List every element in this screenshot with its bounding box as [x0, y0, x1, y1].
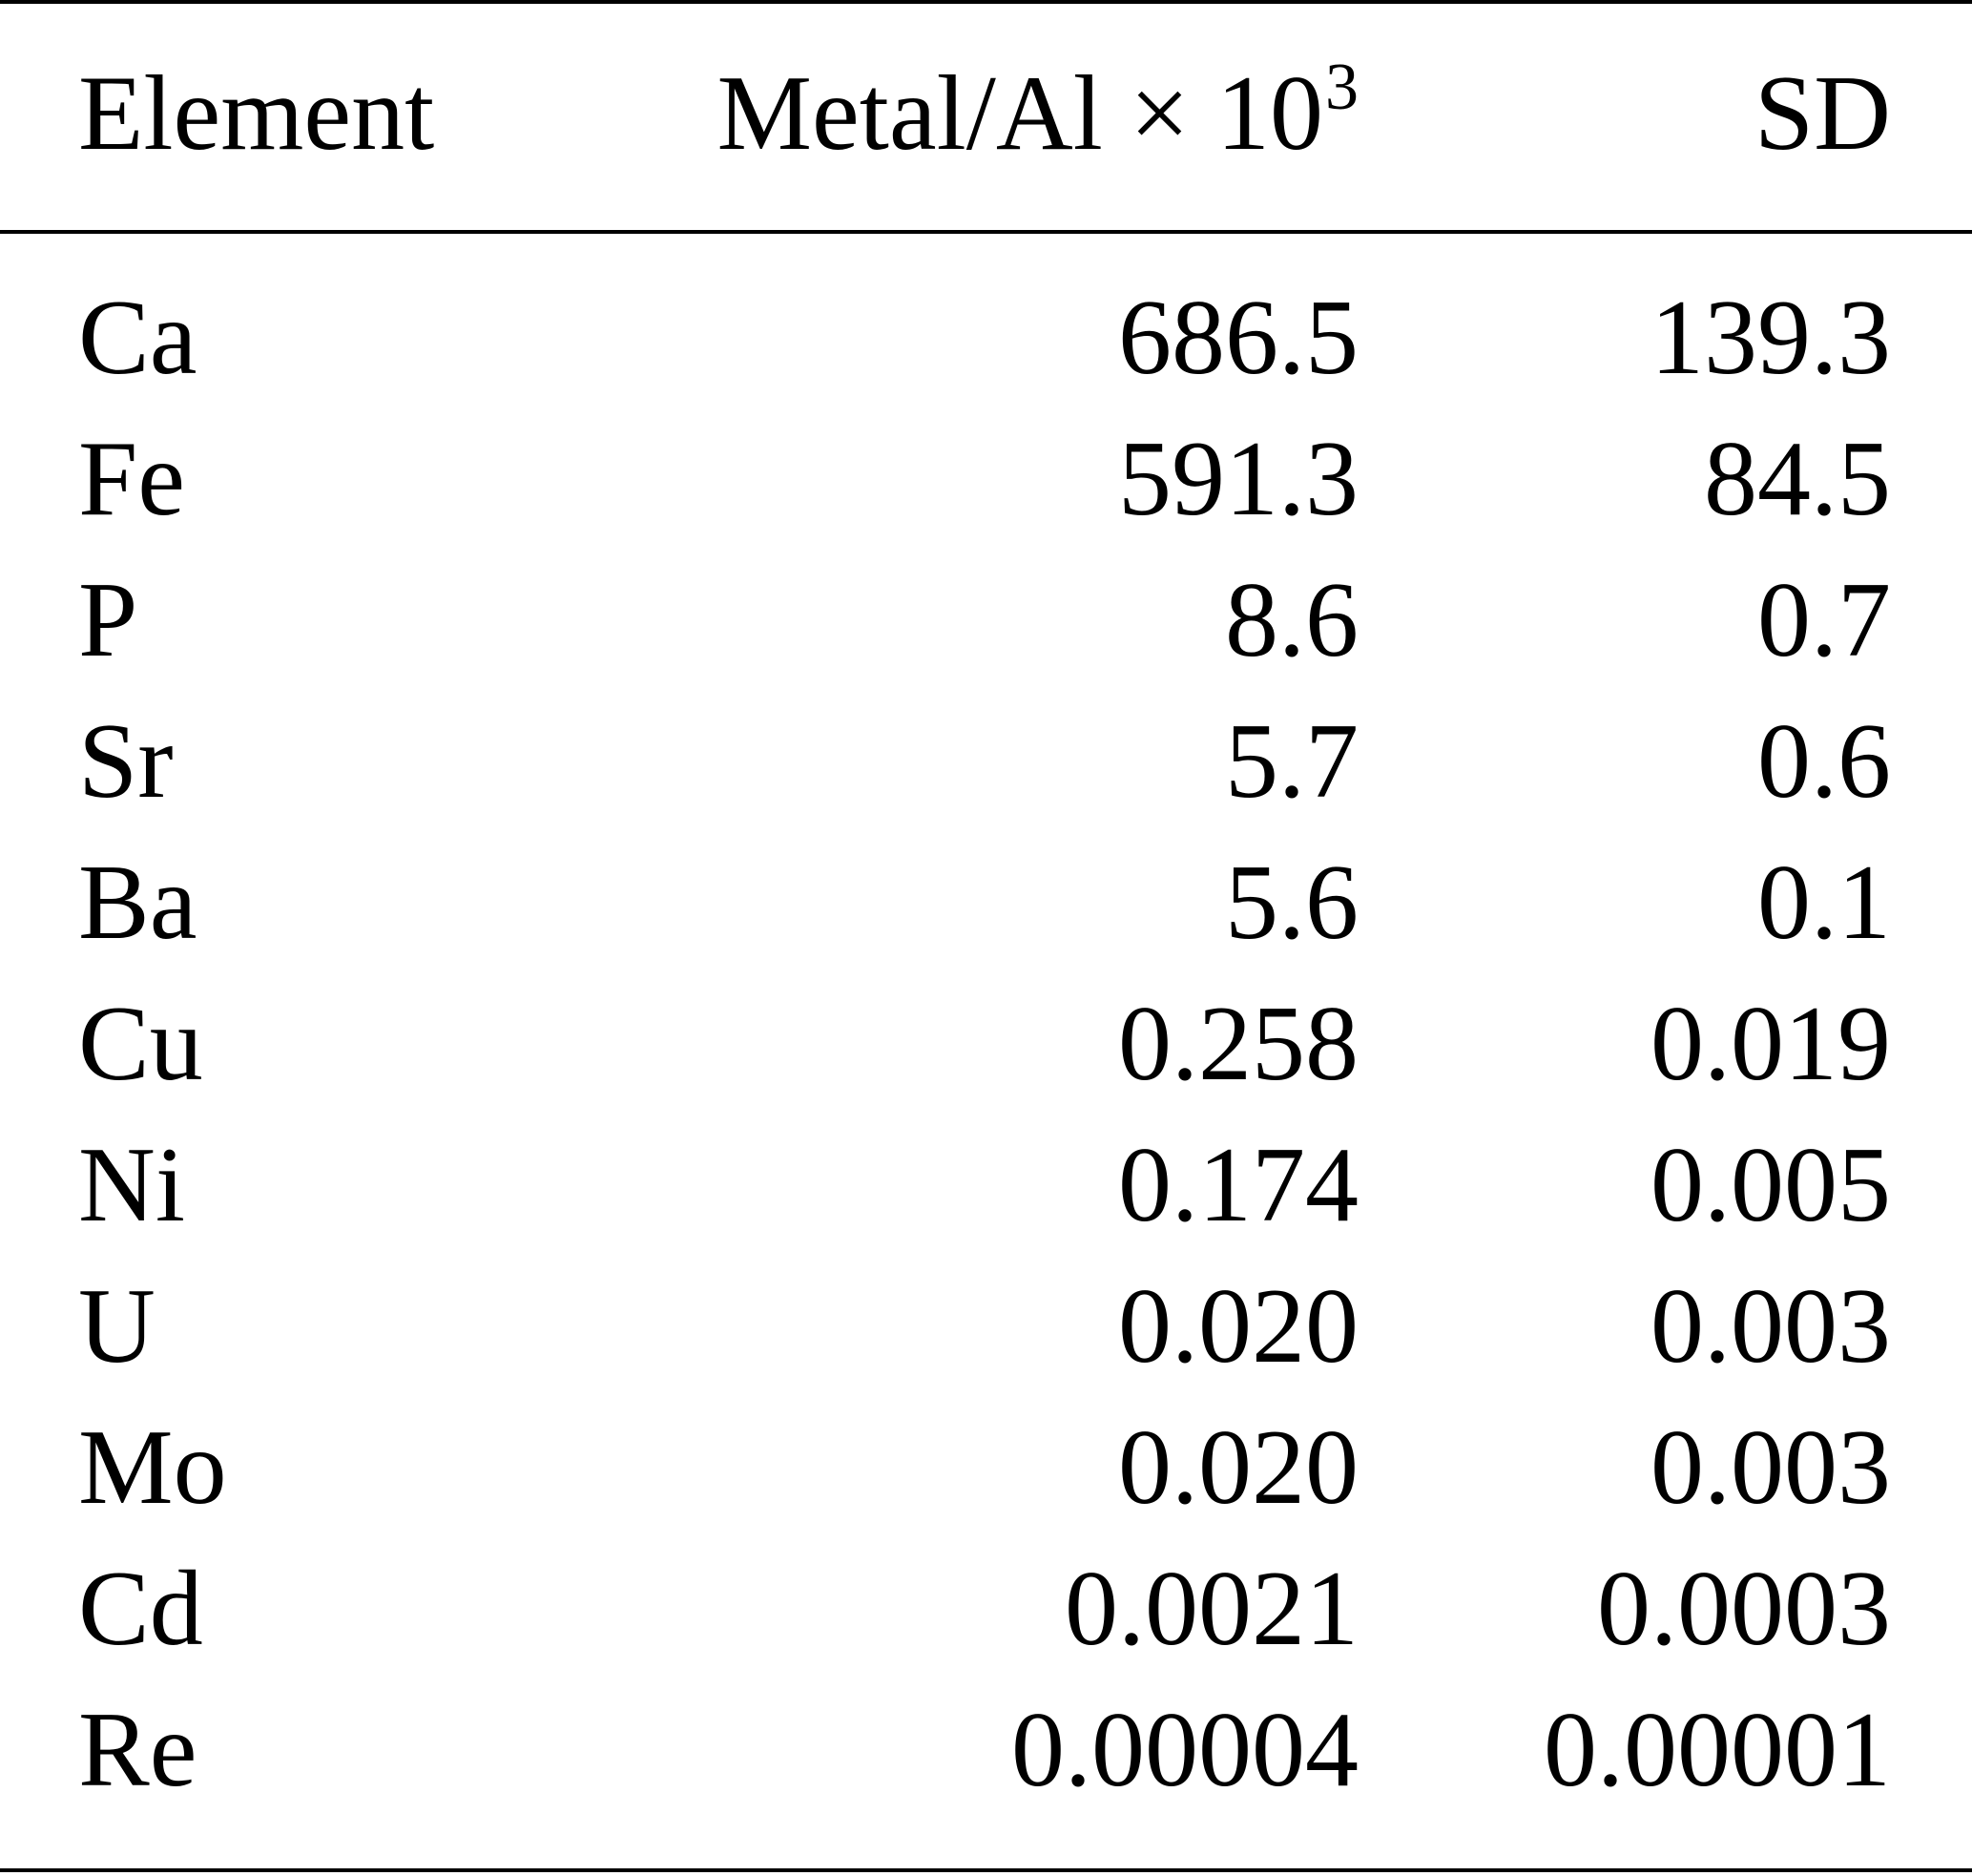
cell-sd: 84.5 — [1704, 420, 1891, 538]
table-bottom-rule — [0, 1868, 1972, 1872]
cell-sd: 0.00001 — [1544, 1691, 1891, 1809]
cell-metal-al-ratio: 5.6 — [1225, 844, 1359, 962]
table-row: Ca 686.5 139.3 — [0, 267, 1972, 408]
cell-element: Fe — [78, 420, 185, 538]
cell-metal-al-ratio: 0.020 — [1118, 1267, 1359, 1386]
cell-sd: 0.003 — [1650, 1267, 1891, 1386]
cell-element: Ba — [78, 844, 197, 962]
cell-sd: 0.019 — [1650, 985, 1891, 1103]
header-ratio-exponent: 3 — [1325, 51, 1359, 124]
cell-element: Cu — [78, 985, 203, 1103]
table-row: Re 0.00004 0.00001 — [0, 1679, 1972, 1821]
cell-metal-al-ratio: 0.258 — [1118, 985, 1359, 1103]
cell-sd: 0.6 — [1757, 702, 1891, 821]
header-sd: SD — [1754, 54, 1891, 173]
cell-metal-al-ratio: 0.020 — [1118, 1408, 1359, 1527]
cell-metal-al-ratio: 0.174 — [1118, 1126, 1359, 1244]
table-row: Mo 0.020 0.003 — [0, 1397, 1972, 1538]
cell-sd: 0.1 — [1757, 844, 1891, 962]
cell-sd: 0.7 — [1757, 561, 1891, 679]
cell-sd: 0.003 — [1650, 1408, 1891, 1527]
cell-element: Cd — [78, 1550, 203, 1668]
table-header-row: Element Metal/Al × 103 SD — [0, 43, 1972, 184]
cell-sd: 0.0003 — [1597, 1550, 1891, 1668]
cell-element: Mo — [78, 1408, 227, 1527]
cell-element: U — [78, 1267, 156, 1386]
table-row: Cu 0.258 0.019 — [0, 973, 1972, 1115]
cell-element: Ca — [78, 279, 197, 397]
table-row: Ni 0.174 0.005 — [0, 1115, 1972, 1256]
cell-element: Ni — [78, 1126, 185, 1244]
cell-element: Sr — [78, 702, 174, 821]
table-row: Cd 0.0021 0.0003 — [0, 1538, 1972, 1679]
cell-sd: 0.005 — [1650, 1126, 1891, 1244]
cell-metal-al-ratio: 591.3 — [1118, 420, 1359, 538]
header-ratio-base: Metal/Al × 10 — [716, 54, 1323, 173]
cell-element: Re — [78, 1691, 197, 1809]
table-header-rule — [0, 230, 1972, 234]
cell-metal-al-ratio: 8.6 — [1225, 561, 1359, 679]
table-row: Ba 5.6 0.1 — [0, 832, 1972, 973]
cell-element: P — [78, 561, 138, 679]
cell-metal-al-ratio: 0.00004 — [1011, 1691, 1359, 1809]
header-metal-al-ratio: Metal/Al × 103 — [716, 43, 1359, 184]
table-row: Fe 591.3 84.5 — [0, 408, 1972, 550]
table-row: Sr 5.7 0.6 — [0, 691, 1972, 832]
cell-metal-al-ratio: 686.5 — [1118, 279, 1359, 397]
header-element: Element — [78, 54, 435, 173]
table-row: P 8.6 0.7 — [0, 550, 1972, 691]
cell-sd: 139.3 — [1650, 279, 1891, 397]
table-row: U 0.020 0.003 — [0, 1256, 1972, 1397]
table-top-rule — [0, 0, 1972, 4]
cell-metal-al-ratio: 5.7 — [1225, 702, 1359, 821]
cell-metal-al-ratio: 0.0021 — [1065, 1550, 1359, 1668]
